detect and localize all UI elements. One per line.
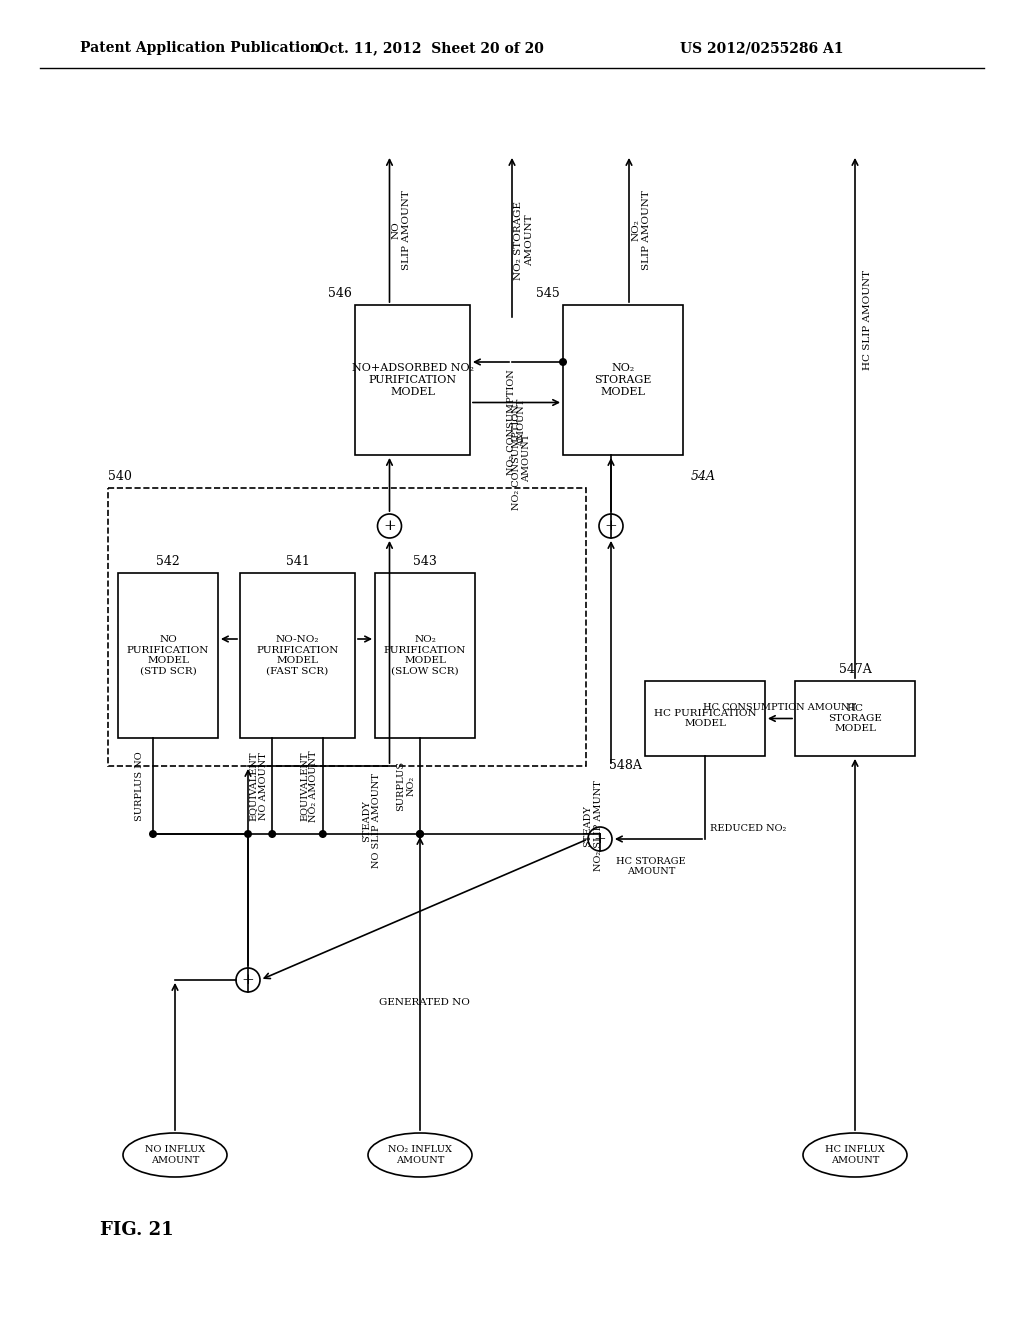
Circle shape [318,830,327,838]
Text: +: + [594,832,606,846]
Text: HC PURIFICATION
MODEL: HC PURIFICATION MODEL [653,709,757,729]
Bar [375,573,475,738]
Text: STEADY
NO SLIP AMOUNT: STEADY NO SLIP AMOUNT [361,774,381,869]
Text: NO₂ STORAGE
AMOUNT: NO₂ STORAGE AMOUNT [514,201,534,280]
Text: NO
PURIFICATION
MODEL
(STD SCR): NO PURIFICATION MODEL (STD SCR) [127,635,209,676]
Circle shape [244,830,252,838]
Text: 545: 545 [537,286,560,300]
Text: NO₂
STORAGE
MODEL: NO₂ STORAGE MODEL [594,363,651,396]
Text: SURPLUS
NO₂: SURPLUS NO₂ [396,760,416,810]
Text: GENERATED NO: GENERATED NO [379,998,469,1007]
Text: NO₂
PURIFICATION
MODEL
(SLOW SCR): NO₂ PURIFICATION MODEL (SLOW SCR) [384,635,466,676]
Bar [355,305,470,455]
Text: 546: 546 [328,286,352,300]
Text: STEADY
NO₂ SLIP AMUNT: STEADY NO₂ SLIP AMUNT [584,780,603,871]
Text: EQUIVALENT
NO AMOUNT: EQUIVALENT NO AMOUNT [249,751,268,821]
Text: +: + [604,519,617,533]
Text: +: + [242,973,254,987]
Text: 54A: 54A [691,470,716,483]
Text: REDUCED NO₂: REDUCED NO₂ [710,824,786,833]
Bar [645,681,765,756]
Text: SURPLUS NO: SURPLUS NO [134,751,143,821]
Text: NO₂ INFLUX
AMOUNT: NO₂ INFLUX AMOUNT [388,1146,452,1164]
Circle shape [559,358,567,366]
Text: NO+ADSORBED NO₂
PURIFICATION
MODEL: NO+ADSORBED NO₂ PURIFICATION MODEL [351,363,473,396]
Text: 543: 543 [413,554,437,568]
Text: US 2012/0255286 A1: US 2012/0255286 A1 [680,41,844,55]
Text: NO₂ CONSUMPTION
AMOUNT: NO₂ CONSUMPTION AMOUNT [507,370,526,475]
Text: HC STORAGE
AMOUNT: HC STORAGE AMOUNT [616,857,686,876]
Bar [118,573,218,738]
Text: NO
SLIP AMOUNT: NO SLIP AMOUNT [392,190,412,269]
Circle shape [268,830,276,838]
Bar [240,573,355,738]
Text: 541: 541 [286,554,309,568]
Text: 542: 542 [156,554,180,568]
Text: EQUIVALENT
NO₂ AMOUNT: EQUIVALENT NO₂ AMOUNT [299,750,318,822]
Text: HC CONSUMPTION AMOUNT: HC CONSUMPTION AMOUNT [703,704,856,713]
Text: NO INFLUX
AMOUNT: NO INFLUX AMOUNT [144,1146,205,1164]
Circle shape [150,830,157,838]
Text: +: + [383,519,396,533]
Circle shape [416,830,424,838]
Bar [795,681,915,756]
Text: Oct. 11, 2012  Sheet 20 of 20: Oct. 11, 2012 Sheet 20 of 20 [316,41,544,55]
Text: FIG. 21: FIG. 21 [100,1221,174,1239]
Text: HC INFLUX
AMOUNT: HC INFLUX AMOUNT [825,1146,885,1164]
Text: NO-NO₂
PURIFICATION
MODEL
(FAST SCR): NO-NO₂ PURIFICATION MODEL (FAST SCR) [256,635,339,676]
Text: HC SLIP AMOUNT: HC SLIP AMOUNT [862,269,871,370]
Text: NO₂
SLIP AMOUNT: NO₂ SLIP AMOUNT [632,190,650,269]
Text: HC
STORAGE
MODEL: HC STORAGE MODEL [828,704,882,734]
Text: 547A: 547A [839,663,871,676]
Text: 540: 540 [108,470,132,483]
Text: Patent Application Publication: Patent Application Publication [80,41,319,55]
Text: 548A: 548A [609,759,642,772]
Text: NO₂ CONSUMPTION
AMOUNT: NO₂ CONSUMPTION AMOUNT [512,405,531,511]
Bar [108,488,586,766]
Circle shape [416,830,424,838]
Bar [563,305,683,455]
